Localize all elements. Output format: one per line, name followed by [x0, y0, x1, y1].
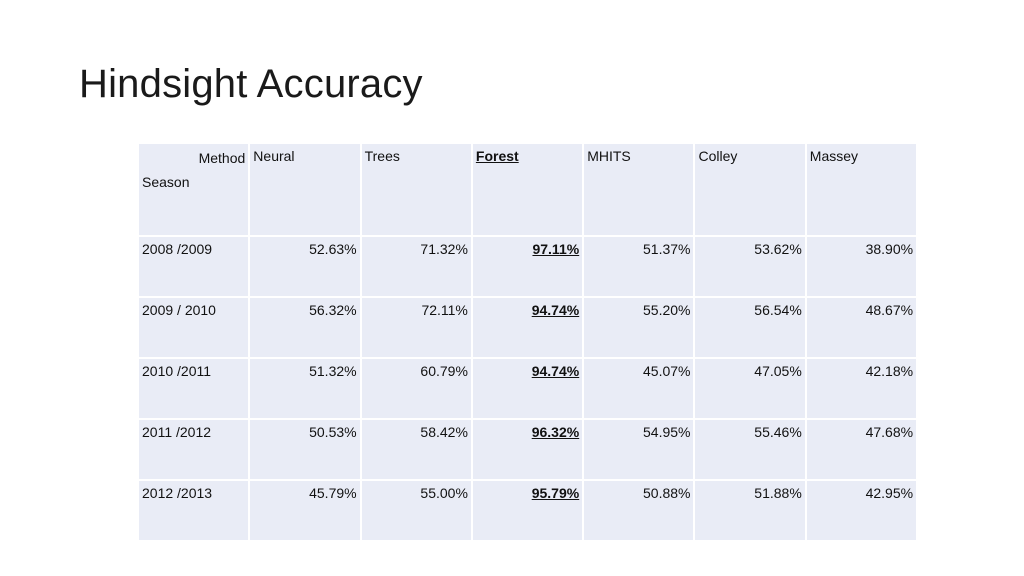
neural-cell: 50.53% [248, 418, 362, 481]
trees-cell: 55.00% [359, 479, 473, 542]
corner-method-label: Method [198, 150, 246, 166]
neural-cell: 52.63% [248, 235, 362, 298]
forest-cell: 95.79% [470, 479, 585, 542]
table-row: 2008 /2009 52.63% 71.32% 97.11% 51.37% 5… [136, 235, 919, 298]
massey-cell: 42.95% [804, 479, 919, 542]
trees-cell: 60.79% [359, 357, 473, 420]
table-row: 2010 /2011 51.32% 60.79% 94.74% 45.07% 4… [136, 357, 919, 420]
massey-cell: 48.67% [804, 296, 919, 359]
season-cell: 2012 /2013 [136, 479, 251, 542]
colley-cell: 53.62% [693, 235, 807, 298]
mhits-cell: 54.95% [582, 418, 696, 481]
season-cell: 2010 /2011 [136, 357, 251, 420]
trees-cell: 72.11% [359, 296, 473, 359]
slide-title: Hindsight Accuracy [79, 62, 423, 106]
mhits-cell: 45.07% [582, 357, 696, 420]
table-row: 2012 /2013 45.79% 55.00% 95.79% 50.88% 5… [136, 479, 919, 542]
column-header-mhits: MHITS [582, 142, 696, 237]
column-header-neural: Neural [248, 142, 362, 237]
forest-cell: 94.74% [470, 296, 585, 359]
corner-season-label: Season [142, 174, 190, 190]
colley-cell: 55.46% [693, 418, 807, 481]
trees-cell: 58.42% [359, 418, 473, 481]
neural-cell: 56.32% [248, 296, 362, 359]
colley-cell: 56.54% [693, 296, 807, 359]
forest-cell: 97.11% [470, 235, 585, 298]
forest-cell: 94.74% [470, 357, 585, 420]
column-header-forest: Forest [470, 142, 585, 237]
forest-cell: 96.32% [470, 418, 585, 481]
season-cell: 2008 /2009 [136, 235, 251, 298]
massey-cell: 42.18% [804, 357, 919, 420]
table-header-row: Method Season Neural Trees Forest MHITS … [136, 142, 919, 237]
table-row: 2009 / 2010 56.32% 72.11% 94.74% 55.20% … [136, 296, 919, 359]
mhits-cell: 51.37% [582, 235, 696, 298]
trees-cell: 71.32% [359, 235, 473, 298]
mhits-cell: 50.88% [582, 479, 696, 542]
season-cell: 2011 /2012 [136, 418, 251, 481]
table-row: 2011 /2012 50.53% 58.42% 96.32% 54.95% 5… [136, 418, 919, 481]
colley-cell: 47.05% [693, 357, 807, 420]
column-header-colley: Colley [693, 142, 807, 237]
column-header-massey: Massey [804, 142, 919, 237]
mhits-cell: 55.20% [582, 296, 696, 359]
neural-cell: 51.32% [248, 357, 362, 420]
massey-cell: 47.68% [804, 418, 919, 481]
colley-cell: 51.88% [693, 479, 807, 542]
accuracy-table: Method Season Neural Trees Forest MHITS … [136, 142, 919, 542]
season-cell: 2009 / 2010 [136, 296, 251, 359]
massey-cell: 38.90% [804, 235, 919, 298]
column-header-trees: Trees [359, 142, 473, 237]
corner-header-cell: Method Season [136, 142, 251, 237]
neural-cell: 45.79% [248, 479, 362, 542]
